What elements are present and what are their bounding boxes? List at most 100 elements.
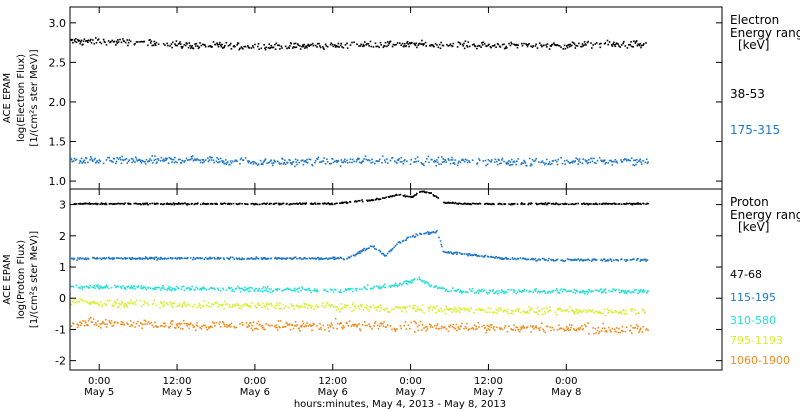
- proton-data-point: [427, 282, 430, 285]
- electron-data-point: [253, 161, 255, 163]
- proton-data-point: [247, 288, 249, 290]
- electron-data-point: [356, 159, 358, 161]
- proton-data-point: [225, 289, 228, 291]
- proton-data-point: [174, 202, 176, 205]
- electron-data-point: [98, 159, 101, 161]
- proton-data-point: [331, 257, 334, 259]
- electron-data-point: [417, 160, 420, 162]
- electron-data-point: [515, 163, 517, 166]
- proton-data-point: [561, 290, 564, 293]
- proton-data-point: [148, 257, 151, 260]
- electron-data-point: [301, 45, 303, 48]
- electron-data-point: [647, 161, 649, 163]
- proton-data-point: [283, 289, 285, 291]
- proton-data-point: [375, 198, 377, 201]
- electron-data-point: [188, 159, 191, 161]
- proton-data-point: [523, 288, 526, 291]
- proton-data-point: [545, 259, 547, 261]
- proton-data-point: [359, 200, 361, 202]
- proton-data-point: [401, 306, 404, 309]
- proton-data-point: [324, 306, 326, 309]
- electron-data-point: [639, 158, 642, 161]
- electron-data-point: [70, 157, 72, 160]
- electron-data-point: [448, 159, 450, 161]
- electron-data-point: [640, 163, 643, 165]
- proton-data-point: [557, 308, 559, 311]
- electron-data-point: [462, 45, 465, 47]
- proton-data-point: [520, 203, 522, 205]
- proton-data-point: [222, 303, 224, 306]
- proton-data-point: [123, 203, 126, 206]
- proton-data-point: [92, 286, 95, 289]
- proton-data-point: [151, 257, 153, 259]
- proton-data-point: [533, 258, 535, 261]
- proton-data-point: [438, 236, 440, 239]
- proton-data-point: [96, 285, 98, 288]
- electron-data-point: [476, 162, 479, 164]
- proton-data-point: [521, 326, 524, 329]
- electron-data-point: [326, 161, 329, 163]
- proton-data-point: [238, 257, 240, 259]
- electron-data-point: [192, 160, 195, 162]
- electron-data-point: [568, 45, 571, 48]
- proton-data-point: [245, 288, 248, 291]
- proton-data-point: [354, 323, 356, 326]
- electron-data-point: [126, 162, 128, 164]
- proton-data-point: [378, 306, 380, 308]
- proton-data-point: [223, 323, 225, 326]
- proton-data-point: [631, 203, 634, 206]
- proton-data-point: [404, 307, 407, 309]
- electron-data-point: [444, 159, 447, 162]
- proton-data-point: [429, 305, 432, 308]
- proton-data-point: [91, 286, 93, 289]
- electron-data-point: [272, 162, 275, 164]
- proton-data-point: [361, 250, 363, 252]
- proton-data-point: [534, 257, 537, 260]
- proton-data-point: [467, 329, 470, 331]
- proton-data-point: [446, 251, 449, 254]
- electron-data-point: [180, 45, 183, 48]
- electron-data-point: [311, 164, 314, 167]
- electron-data-point: [566, 159, 568, 162]
- proton-data-point: [585, 259, 587, 261]
- proton-data-point: [350, 325, 353, 327]
- proton-data-point: [587, 310, 589, 312]
- proton-data-point: [102, 287, 105, 289]
- proton-data-point: [556, 289, 559, 292]
- proton-data-point: [233, 290, 235, 293]
- proton-data-point: [414, 278, 416, 280]
- proton-data-point: [72, 322, 74, 324]
- proton-data-point: [304, 306, 306, 309]
- proton-data-point: [559, 203, 562, 205]
- proton-data-point: [195, 324, 198, 326]
- electron-data-point: [485, 164, 487, 167]
- proton-data-point: [461, 322, 463, 325]
- electron-data-point: [387, 44, 390, 46]
- proton-data-point: [91, 202, 93, 205]
- electron-data-point: [219, 157, 222, 160]
- proton-data-point: [121, 301, 123, 304]
- proton-data-point: [229, 256, 232, 258]
- proton-data-point: [585, 309, 587, 311]
- proton-data-point: [324, 202, 326, 204]
- electron-data-point: [461, 158, 464, 161]
- proton-data-point: [139, 258, 141, 260]
- electron-data-point: [166, 157, 168, 160]
- proton-data-point: [152, 303, 154, 305]
- day-tick-label: May 8: [551, 387, 581, 398]
- electron-data-point: [556, 44, 559, 46]
- proton-data-point: [470, 327, 472, 330]
- electron-data-point: [265, 46, 268, 49]
- proton-data-point: [262, 286, 265, 288]
- proton-data-point: [199, 288, 201, 291]
- electron-data-point: [341, 46, 343, 48]
- proton-data-point: [141, 258, 143, 261]
- proton-data-point: [135, 323, 138, 325]
- electron-data-point: [100, 42, 103, 45]
- proton-data-point: [503, 291, 506, 294]
- proton-data-point: [174, 257, 177, 259]
- proton-data-point: [361, 324, 364, 326]
- proton-data-point: [105, 326, 108, 328]
- electron-data-point: [457, 41, 460, 44]
- proton-data-point: [99, 203, 101, 206]
